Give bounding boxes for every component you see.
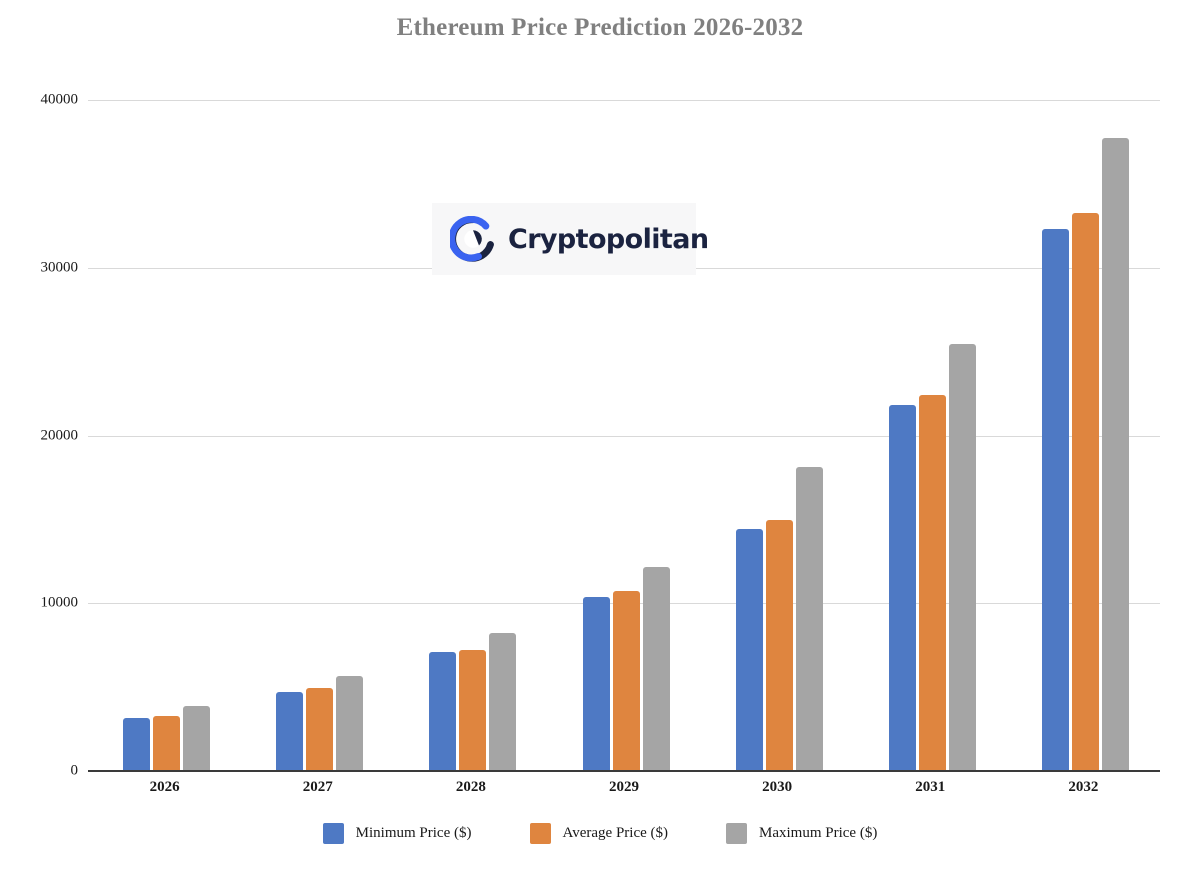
chart-title: Ethereum Price Prediction 2026-2032 bbox=[396, 14, 804, 41]
gridline bbox=[88, 435, 1160, 437]
legend-item-average[interactable]: Average Price ($) bbox=[529, 823, 669, 844]
x-axis-line bbox=[88, 770, 1160, 772]
bar[interactable] bbox=[429, 652, 457, 771]
legend-item-maximum[interactable]: Maximum Price ($) bbox=[726, 823, 877, 844]
bar[interactable] bbox=[1071, 213, 1099, 771]
bar[interactable] bbox=[336, 675, 364, 771]
bar-group-2029 bbox=[582, 100, 670, 771]
bar[interactable] bbox=[183, 705, 211, 771]
legend-label: Minimum Price ($) bbox=[355, 825, 472, 841]
x-tick-label-2029: 2029 bbox=[609, 779, 639, 795]
watermark-cryptopolitan: Cryptopolitan bbox=[432, 203, 709, 275]
gridline bbox=[88, 100, 1160, 101]
bar[interactable] bbox=[765, 520, 793, 771]
x-tick-label-2030: 2030 bbox=[762, 779, 793, 795]
cryptopolitan-logo-icon bbox=[448, 215, 496, 262]
bar-group-2028 bbox=[429, 100, 517, 771]
y-tick-label: 0 bbox=[70, 762, 79, 779]
legend-swatch-icon bbox=[726, 823, 747, 844]
bar-group-2027 bbox=[276, 100, 364, 771]
bar[interactable] bbox=[123, 717, 151, 771]
watermark-brand-text: Cryptopolitan bbox=[508, 223, 709, 255]
legend-label: Maximum Price ($) bbox=[759, 825, 878, 841]
bar[interactable] bbox=[459, 650, 487, 771]
bar[interactable] bbox=[582, 596, 610, 771]
bar[interactable] bbox=[153, 715, 181, 771]
bar[interactable] bbox=[948, 343, 976, 771]
x-tick-label-2028: 2028 bbox=[455, 779, 486, 795]
bar[interactable] bbox=[918, 394, 946, 771]
bar[interactable] bbox=[642, 566, 670, 771]
chart-legend: Minimum Price ($) Average Price ($) Maximu… bbox=[0, 823, 1200, 844]
bar-group-2031 bbox=[888, 100, 976, 771]
bar-group-2026 bbox=[123, 100, 211, 771]
x-tick-label-2031: 2031 bbox=[915, 779, 946, 795]
x-tick-label-2032: 2032 bbox=[1068, 779, 1099, 795]
y-tick-label: 10000 bbox=[40, 594, 79, 611]
y-tick-label: 40000 bbox=[40, 91, 79, 108]
bar[interactable] bbox=[888, 404, 916, 771]
bar[interactable] bbox=[795, 467, 823, 771]
legend-item-minimum[interactable]: Minimum Price ($) bbox=[322, 823, 472, 844]
bar[interactable] bbox=[1041, 229, 1069, 771]
bar[interactable] bbox=[489, 632, 517, 771]
legend-swatch-icon bbox=[529, 823, 551, 844]
x-tick-label-2026: 2026 bbox=[149, 779, 180, 795]
bar[interactable] bbox=[276, 692, 304, 771]
bar[interactable] bbox=[612, 590, 640, 771]
bar[interactable] bbox=[1101, 137, 1129, 771]
x-tick-label-2027: 2027 bbox=[302, 779, 333, 795]
legend-label: Average Price ($) bbox=[562, 825, 669, 841]
legend-swatch-icon bbox=[322, 823, 344, 844]
y-tick-label: 30000 bbox=[40, 259, 79, 276]
bar[interactable] bbox=[306, 687, 334, 771]
plot-area bbox=[88, 100, 1160, 771]
bar-group-2032 bbox=[1041, 100, 1129, 771]
y-tick-label: 20000 bbox=[40, 427, 79, 443]
bar-group-2030 bbox=[735, 100, 823, 771]
bar[interactable] bbox=[735, 529, 763, 771]
